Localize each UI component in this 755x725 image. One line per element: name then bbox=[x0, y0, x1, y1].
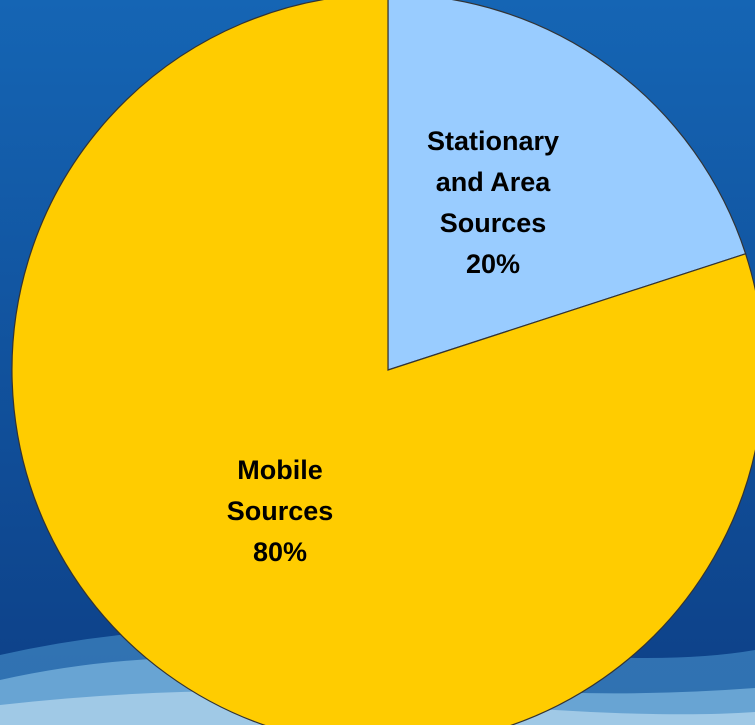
slice-label-2-line-1: Mobile bbox=[237, 455, 323, 485]
slice-label-1-line-2: and Area bbox=[436, 167, 552, 197]
slice-labels: Stationary and Area Sources 20% Mobile Source… bbox=[227, 126, 559, 567]
slice-label-1-line-1: Stationary bbox=[427, 126, 559, 156]
slice-label-2-line-2: Sources bbox=[227, 496, 334, 526]
pie-slices bbox=[11, 0, 755, 725]
slice-label-1-line-4: 20% bbox=[466, 249, 520, 279]
slice-label-1-line-3: Sources bbox=[440, 208, 547, 238]
pie-slice-2 bbox=[11, 0, 755, 725]
slice-label-2: Mobile Sources 80% bbox=[227, 455, 334, 567]
pie-slice-1 bbox=[387, 0, 747, 371]
slice-label-1: Stationary and Area Sources 20% bbox=[427, 126, 559, 279]
slice-label-2-line-3: 80% bbox=[253, 537, 307, 567]
